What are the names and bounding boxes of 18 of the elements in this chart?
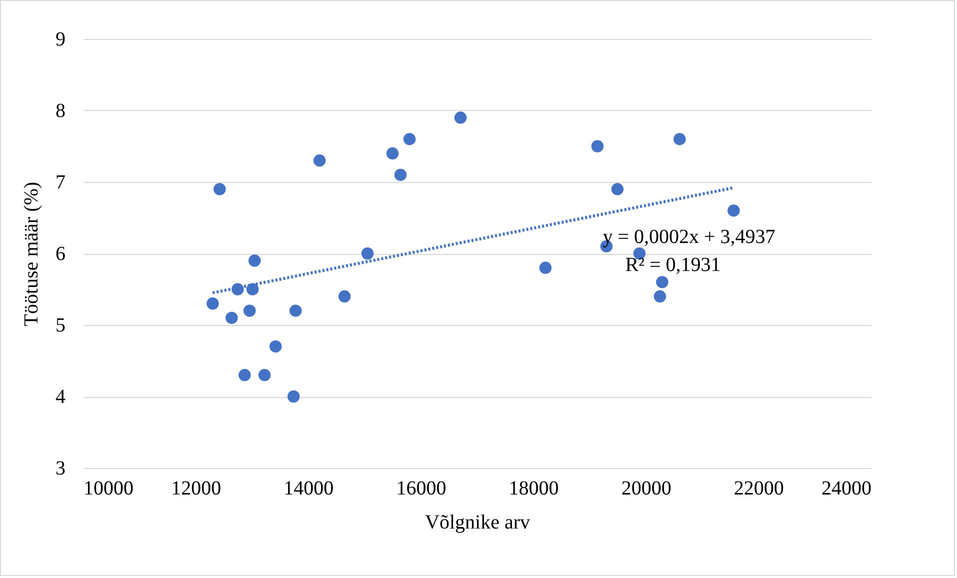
y-axis-title: Töötuse määr (%)	[20, 182, 42, 326]
x-tick-label: 24000	[822, 478, 872, 500]
y-tick-label: 7	[56, 172, 66, 194]
x-tick-label: 12000	[171, 478, 222, 500]
x-tick-label: 22000	[734, 478, 784, 500]
x-tick-label: 10000	[84, 478, 134, 500]
y-tick-label: 9	[56, 28, 66, 50]
x-tick-label: 16000	[396, 478, 446, 500]
y-tick-label: 3	[56, 458, 66, 480]
x-tick-label: 14000	[284, 478, 334, 500]
annotation: R² = 0,1931	[625, 254, 721, 276]
y-tick-label: 5	[56, 314, 66, 336]
y-tick-label: 8	[56, 100, 66, 122]
y-tick-label: 6	[56, 243, 66, 265]
x-tick-label: 20000	[621, 478, 672, 500]
x-tick-label: 18000	[508, 478, 559, 500]
y-tick-label: 4	[56, 386, 66, 408]
x-axis-title: Võlgnike arv	[425, 512, 530, 534]
